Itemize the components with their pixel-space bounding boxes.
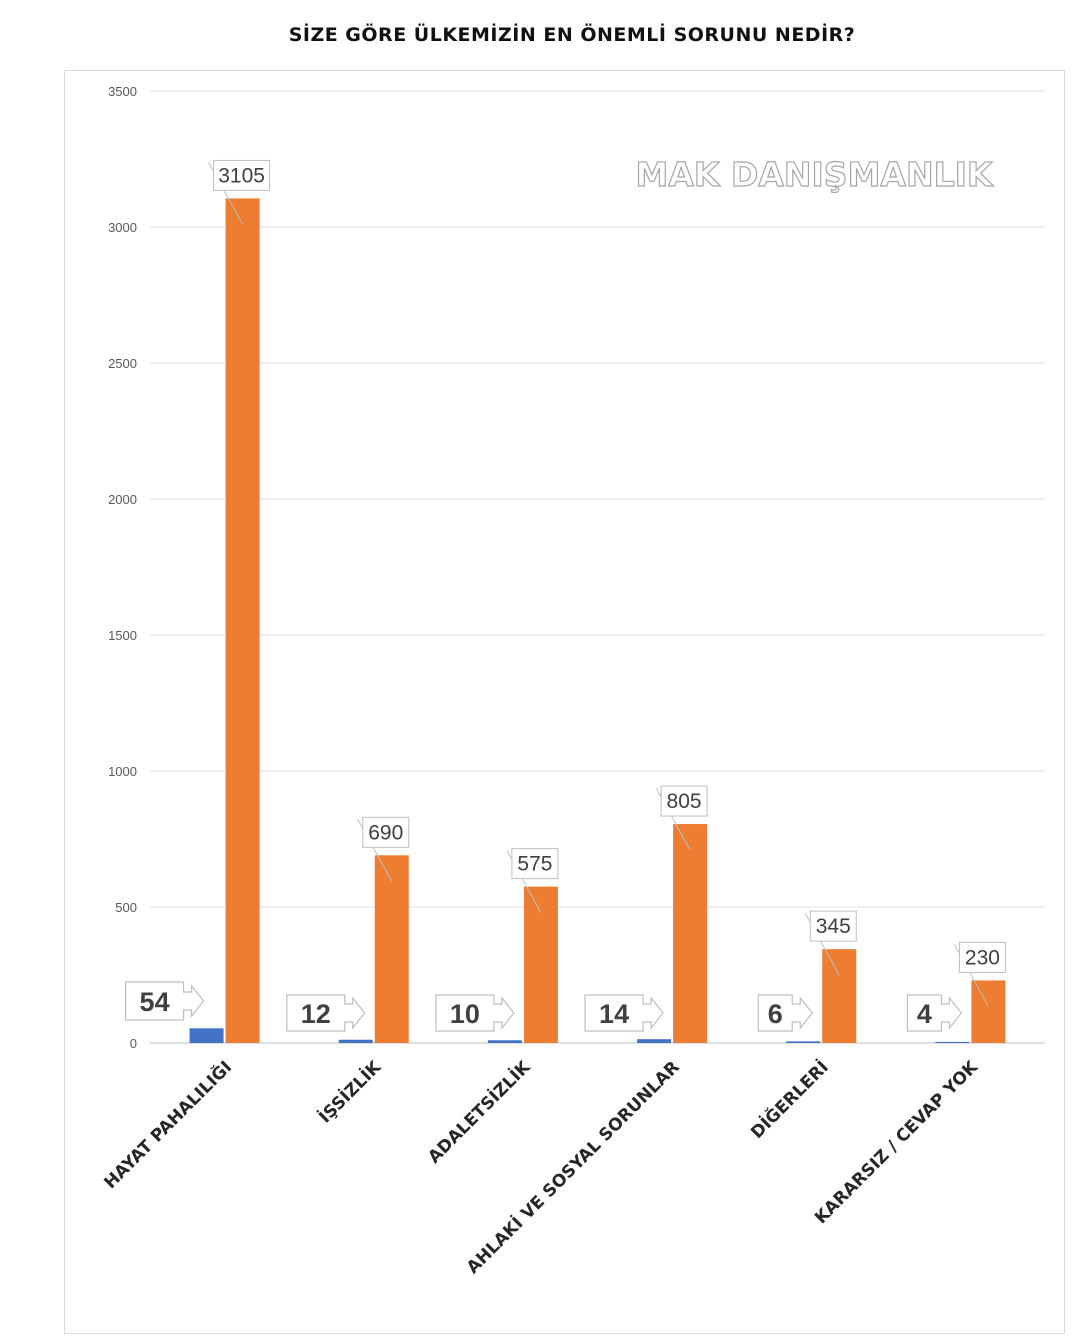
x-category-label: KARARSIZ / CEVAP YOK	[811, 1057, 982, 1228]
data-label-arrow	[906, 994, 963, 1032]
data-label-box	[511, 848, 559, 880]
data-label-series1: 12	[301, 999, 331, 1029]
data-label-series2: 690	[368, 821, 403, 844]
data-label-arrow	[584, 994, 664, 1032]
y-tick-label: 3000	[108, 220, 137, 235]
data-label-series1: 4	[917, 999, 932, 1029]
bar-series2	[971, 980, 1006, 1043]
y-tick-label: 3500	[108, 84, 137, 99]
bar-series1	[637, 1039, 672, 1043]
data-label-arrow	[124, 981, 205, 1021]
bar-series2	[523, 886, 558, 1043]
bar-series2	[374, 855, 409, 1043]
x-category-label: ADALETSİZLİK	[423, 1055, 535, 1167]
data-label-series2: 345	[816, 915, 851, 938]
x-category-label: İŞSİZLİK	[314, 1055, 386, 1127]
bar-series1	[338, 1039, 373, 1043]
watermark-text: MAK DANIŞMANLIK	[636, 155, 994, 194]
data-label-series2: 805	[667, 790, 702, 813]
data-label-series1: 54	[140, 987, 170, 1017]
y-tick-label: 500	[115, 900, 137, 915]
x-category-label: HAYAT PAHALILIĞI	[99, 1056, 236, 1193]
y-tick-label: 1500	[108, 628, 137, 643]
data-label-box	[362, 816, 410, 848]
y-tick-label: 2000	[108, 492, 137, 507]
bar-series1	[786, 1041, 821, 1043]
bar-series1	[487, 1040, 522, 1043]
bar-series1	[189, 1028, 224, 1043]
data-label-box	[660, 785, 708, 817]
x-category-label: DİĞERLERİ	[746, 1056, 833, 1143]
data-label-series2: 575	[517, 853, 552, 876]
data-label-series2: 3105	[218, 164, 265, 187]
bar-series2	[822, 949, 857, 1043]
chart-title: SİZE GÖRE ÜLKEMİZİN EN ÖNEMLİ SORUNU NED…	[288, 24, 856, 46]
data-label-box	[213, 159, 271, 191]
y-tick-label: 2500	[108, 356, 137, 371]
data-label-arrow	[286, 994, 366, 1032]
data-label-arrow	[757, 994, 814, 1032]
bar-series1	[935, 1041, 970, 1043]
data-label-series1: 10	[450, 999, 480, 1029]
data-label-arrow	[435, 994, 515, 1032]
data-label-series1: 14	[599, 999, 629, 1029]
y-tick-label: 1000	[108, 764, 137, 779]
bar-series2	[673, 824, 708, 1043]
y-tick-label: 0	[130, 1036, 137, 1051]
bar-series2	[225, 198, 260, 1043]
data-label-series2: 230	[965, 946, 1000, 969]
data-label-series1: 6	[768, 999, 783, 1029]
data-label-box	[958, 941, 1006, 973]
data-label-box	[809, 910, 857, 942]
